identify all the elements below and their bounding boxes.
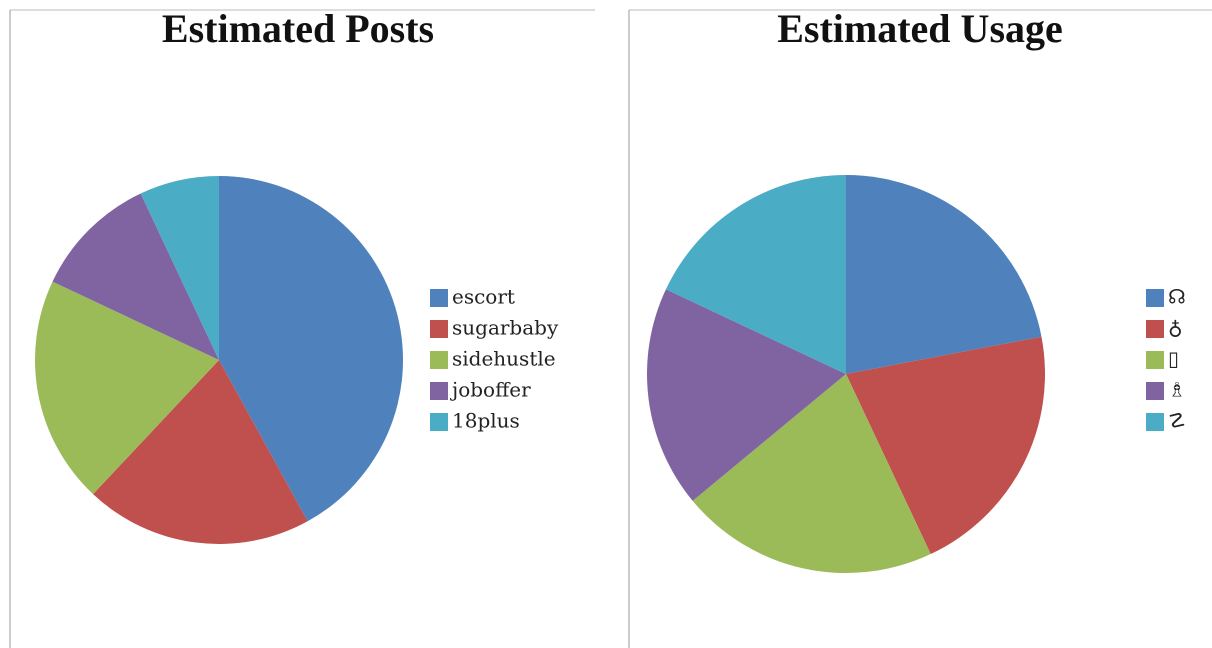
pie-slice (35, 281, 219, 495)
legend-swatch (1146, 289, 1164, 307)
pie-slice (219, 176, 404, 522)
chart-title: Estimated Posts (162, 6, 434, 51)
pie-slice (846, 175, 1042, 374)
legend-swatch (1146, 320, 1164, 338)
pie-slice (846, 336, 1045, 555)
legend-label: ☡ (1168, 409, 1186, 433)
legend-label: sugarbaby (452, 316, 559, 340)
charts: Estimated Posts escort sugarbaby sidehustle… (35, 6, 1186, 573)
pie-slice (140, 176, 219, 360)
pie-slice (52, 193, 219, 360)
legend-label: 18plus (452, 409, 520, 433)
legend-label: escort (452, 285, 515, 309)
legend-swatch (430, 289, 448, 307)
chart-title: Estimated Usage (777, 6, 1063, 51)
legend-label: ☊ (1168, 285, 1186, 309)
legend-swatch (1146, 413, 1164, 431)
legend-swatch (430, 351, 448, 369)
legend-swatch (1146, 382, 1164, 400)
pie-slice (93, 360, 308, 544)
legend-label: sidehustle (452, 347, 556, 371)
pie-slice (646, 289, 846, 501)
legend-label: ♁ (1168, 316, 1183, 340)
legend-label: ▯ (1168, 347, 1179, 371)
legend-swatch (430, 382, 448, 400)
legend-swatch (430, 320, 448, 338)
legend-swatch (430, 413, 448, 431)
pie-slice (692, 374, 931, 573)
legend-swatch (1146, 351, 1164, 369)
legend-label: ♗ (1168, 378, 1186, 402)
pie-slice (665, 175, 846, 374)
legend-label: joboffer (450, 378, 531, 402)
